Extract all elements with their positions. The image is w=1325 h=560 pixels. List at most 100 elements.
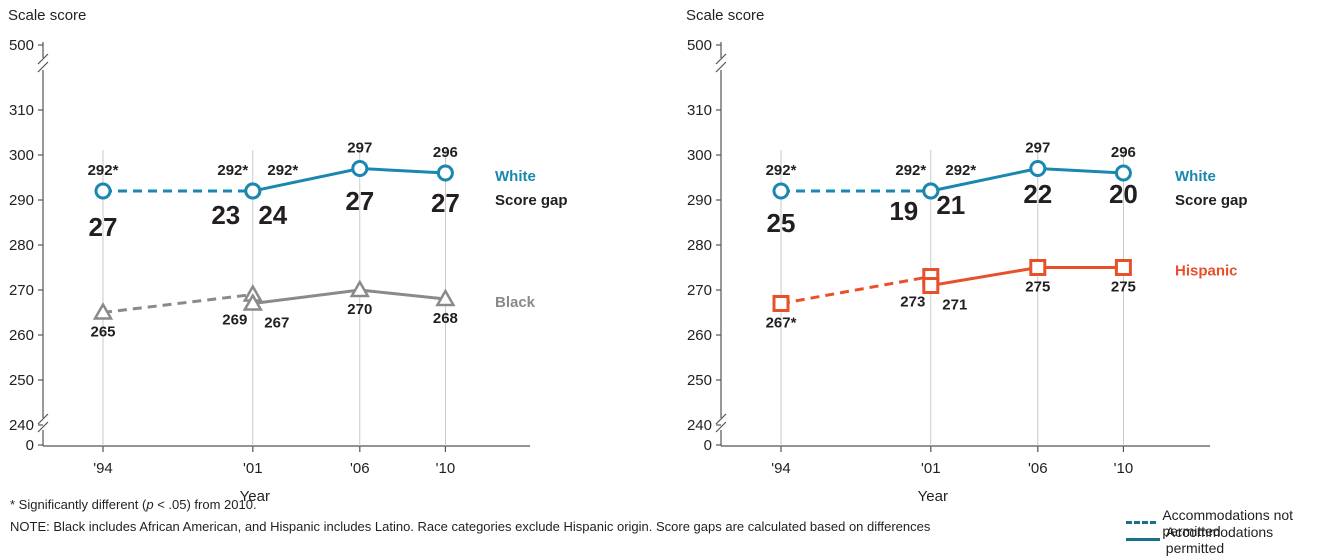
- axis-break-bottom-mark: [37, 421, 49, 433]
- data-point-black: [242, 292, 263, 311]
- y-tick-label: 300: [687, 147, 712, 164]
- axis-break-top-mark: [715, 61, 727, 73]
- y-tick-label: 310: [9, 102, 34, 119]
- footnote-prefix: * Significantly different (: [10, 497, 147, 512]
- score-gap-label: Score gap: [1175, 192, 1248, 209]
- footnote-suffix: < .05) from 2010.: [153, 497, 257, 512]
- y-tick-label: 0: [26, 437, 34, 454]
- score-gap-value: 24: [258, 200, 287, 230]
- data-label-white: 292*: [895, 162, 926, 179]
- y-tick-label: 240: [687, 417, 712, 434]
- legend: Accommodations not permitted Accommodati…: [1126, 507, 1325, 556]
- panel-1: Scale score 0 240 250 260 270 280 290 300 310 500 '…: [8, 7, 568, 505]
- dashed-line-swatch: [1126, 521, 1157, 524]
- score-gap-value: 25: [767, 208, 796, 238]
- series-line-hispanic-not-permitted: [780, 275, 932, 305]
- score-gap-value: 19: [889, 196, 918, 226]
- legend-label-permitted: Accommodations permitted: [1165, 523, 1274, 556]
- data-point-hispanic: [772, 295, 790, 312]
- data-point-black: [435, 288, 456, 307]
- y-tick-label: 290: [687, 192, 712, 209]
- axis-break-bottom-mark: [37, 413, 49, 425]
- data-point-white: [244, 182, 262, 200]
- series-name-white: White: [1175, 168, 1216, 185]
- data-point-hispanic: [922, 277, 940, 294]
- x-tick-label: '06: [350, 460, 370, 477]
- x-tick-label: '06: [1028, 460, 1048, 477]
- x-tick-label: '01: [243, 460, 263, 477]
- y-tick-label: 270: [687, 282, 712, 299]
- solid-line-swatch: [1126, 538, 1160, 541]
- y-tick-label: 300: [9, 147, 34, 164]
- y-tick-label: 310: [687, 102, 712, 119]
- y-tick-label: 500: [9, 37, 34, 54]
- y-tick-label: 250: [9, 372, 34, 389]
- data-label-black: 270: [347, 301, 372, 318]
- data-label-hispanic: 275: [1111, 279, 1136, 296]
- significance-footnote: * Significantly different (p < .05) from…: [10, 497, 257, 512]
- data-label-white: 292*: [267, 162, 298, 179]
- data-point-white: [351, 160, 369, 177]
- data-label-black: 265: [90, 324, 115, 341]
- y-tick-label: 260: [687, 327, 712, 344]
- data-label-white: 292*: [217, 162, 248, 179]
- data-point-white: [922, 182, 940, 200]
- data-point-white: [94, 182, 112, 200]
- footnote-p-symbol: p: [146, 497, 154, 512]
- axis-break-top-mark: [37, 53, 49, 65]
- y-tick-label: 280: [687, 237, 712, 254]
- x-tick-label: '94: [93, 460, 113, 477]
- score-gap-value: 27: [431, 188, 460, 218]
- data-label-white: 292*: [766, 162, 797, 179]
- data-label-hispanic: 273: [900, 294, 925, 311]
- legend-item-not-permitted: Accommodations not permitted: [1126, 507, 1325, 539]
- data-label-white: 292*: [945, 162, 976, 179]
- data-point-white: [772, 182, 790, 200]
- note-line: NOTE: Black includes African American, a…: [10, 519, 931, 534]
- x-axis-title: Year: [240, 488, 270, 505]
- data-label-black: 269: [222, 312, 247, 329]
- axis-break-top-mark: [37, 61, 49, 73]
- axis-break-bottom-mark: [715, 421, 727, 433]
- y-tick-label: 270: [9, 282, 34, 299]
- score-gap-value: 21: [936, 190, 965, 220]
- score-gap-value: 27: [345, 186, 374, 216]
- y-axis-title: Scale score: [8, 7, 86, 24]
- x-tick-label: '10: [1114, 460, 1134, 477]
- series-name-white: White: [495, 168, 536, 185]
- data-point-white: [1114, 164, 1132, 182]
- score-gap-value: 27: [89, 212, 118, 242]
- legend-item-permitted: Accommodations permitted: [1126, 524, 1325, 556]
- y-axis-title: Scale score: [686, 7, 764, 24]
- data-point-hispanic: [1114, 259, 1132, 276]
- score-gap-label: Score gap: [495, 192, 568, 209]
- y-tick-label: 290: [9, 192, 34, 209]
- series-line-black-not-permitted: [102, 293, 253, 314]
- panel-2: Scale score 0 240 250 260 270 280 290 300 310 500 '…: [686, 7, 1248, 505]
- legend-label-not-permitted: Accommodations not permitted: [1162, 506, 1294, 539]
- data-label-white: 297: [347, 140, 372, 157]
- x-tick-label: '01: [921, 460, 941, 477]
- y-tick-label: 240: [9, 417, 34, 434]
- series-name-black: Black: [495, 294, 536, 311]
- data-label-white: 292*: [88, 162, 119, 179]
- data-label-white: 296: [1111, 144, 1136, 161]
- data-point-white: [436, 164, 454, 182]
- axis-break-bottom-mark: [715, 413, 727, 425]
- x-axis-title: Year: [918, 488, 948, 505]
- series-name-hispanic: Hispanic: [1175, 263, 1238, 280]
- data-label-white: 297: [1025, 140, 1050, 157]
- data-label-black: 268: [433, 310, 458, 327]
- score-gap-value: 20: [1109, 179, 1138, 209]
- score-gap-value: 23: [211, 200, 240, 230]
- score-gap-value: 22: [1023, 179, 1052, 209]
- y-tick-label: 250: [687, 372, 712, 389]
- y-tick-label: 0: [704, 437, 712, 454]
- data-label-hispanic: 275: [1025, 279, 1050, 296]
- data-label-hispanic: 267*: [766, 315, 797, 332]
- data-label-black: 267: [264, 315, 289, 332]
- x-tick-label: '94: [771, 460, 791, 477]
- data-point-hispanic: [1029, 259, 1047, 276]
- data-label-hispanic: 271: [942, 297, 967, 314]
